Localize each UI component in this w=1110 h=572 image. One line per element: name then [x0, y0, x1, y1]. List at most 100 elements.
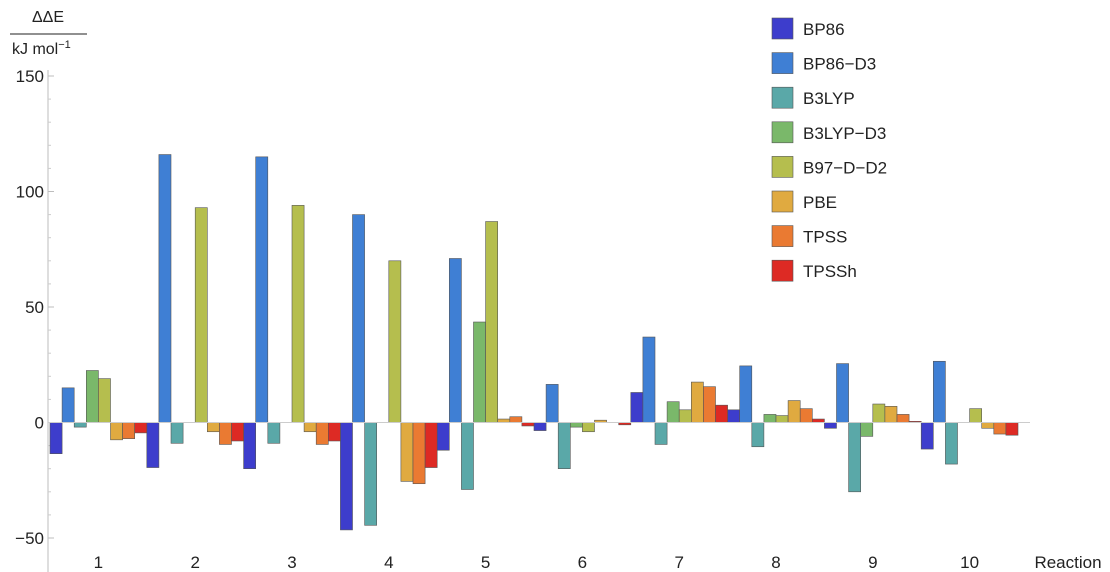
legend-item: BP86−D3	[771, 52, 876, 74]
bar	[836, 363, 849, 423]
bar	[291, 205, 305, 423]
legend: BP86 BP86−D3 B3LYP B3LYP−D3 B97−D−D2 PBE TPSS T…	[771, 17, 887, 282]
y-axis-title-exponent: −1	[58, 39, 71, 51]
bar	[715, 404, 728, 423]
legend-swatch	[771, 17, 794, 40]
bar	[678, 409, 692, 423]
legend-item: PBE	[771, 190, 837, 213]
bar	[473, 321, 486, 423]
legend-swatch	[771, 259, 794, 282]
bar	[739, 365, 753, 423]
legend-item: BP86	[771, 17, 845, 40]
legend-swatch	[771, 121, 794, 144]
bar	[727, 409, 740, 423]
x-axis-title: Reaction	[1034, 553, 1101, 572]
bar	[545, 384, 559, 423]
legend-item: TPSS	[771, 225, 847, 247]
legend-label: TPSSh	[803, 262, 857, 281]
bar	[630, 392, 644, 423]
bar	[775, 415, 789, 423]
bar	[448, 258, 462, 423]
bar	[497, 418, 511, 423]
x-tick-label: 8	[771, 553, 780, 572]
bar	[146, 422, 160, 468]
bar	[509, 416, 523, 423]
bar	[86, 370, 99, 423]
bar	[340, 422, 353, 531]
x-tick-label: 4	[384, 553, 393, 572]
bar	[122, 422, 135, 439]
bar	[315, 422, 329, 445]
legend-swatch	[771, 156, 794, 178]
y-tick-label: 150	[16, 67, 44, 86]
x-tick-label: 6	[578, 553, 587, 572]
bar	[666, 401, 680, 423]
bar	[231, 422, 244, 442]
bar	[654, 422, 668, 445]
bar	[412, 422, 426, 485]
x-tick-label: 2	[190, 553, 199, 572]
x-tick-label: 5	[481, 553, 490, 572]
bar	[811, 418, 825, 423]
bar	[110, 422, 123, 441]
legend-label: B97−D−D2	[803, 158, 887, 177]
legend-label: PBE	[803, 193, 837, 212]
bar	[158, 154, 172, 423]
bar	[872, 403, 886, 423]
bar	[485, 221, 499, 423]
bar	[207, 422, 220, 433]
bar	[400, 422, 414, 482]
y-axis-title: ΔΔE kJ mol−1	[10, 9, 87, 58]
bar	[945, 422, 958, 465]
bar	[533, 422, 547, 431]
bar	[194, 207, 208, 423]
bar	[896, 414, 910, 423]
bar	[799, 408, 813, 423]
bar	[267, 422, 281, 444]
y-tick-group: −50 0 50 100 150	[15, 67, 54, 548]
bar	[303, 422, 317, 433]
legend-swatch	[771, 86, 794, 109]
legend-item: B3LYP−D3	[771, 121, 886, 144]
y-tick-label: 100	[16, 183, 44, 202]
y-axis-title-denominator: kJ mol−1	[12, 39, 71, 58]
bar	[388, 260, 402, 423]
x-tick-label: 10	[960, 553, 979, 572]
legend-label: B3LYP−D3	[803, 124, 886, 143]
bar	[364, 422, 378, 526]
x-tick-label: 9	[868, 553, 877, 572]
bars	[49, 154, 1019, 531]
bar	[243, 422, 257, 470]
bar	[219, 422, 232, 445]
y-tick-label: 50	[25, 298, 44, 317]
bar	[424, 422, 438, 468]
x-tick-label: 1	[94, 553, 103, 572]
bar	[134, 422, 148, 434]
legend-item: TPSSh	[771, 259, 857, 282]
bar	[1005, 422, 1019, 436]
bar	[884, 406, 898, 423]
x-tick-label: 7	[674, 553, 683, 572]
bar	[993, 422, 1007, 435]
bar	[860, 422, 874, 437]
legend-swatch	[771, 225, 794, 247]
bar	[61, 387, 75, 423]
bar	[642, 336, 656, 423]
bar	[703, 386, 716, 423]
bar	[787, 400, 801, 423]
legend-label: BP86	[803, 20, 845, 39]
bar	[327, 422, 341, 442]
legend-swatch	[771, 190, 794, 213]
bar	[461, 422, 474, 490]
legend-label: BP86−D3	[803, 55, 876, 74]
bar	[98, 378, 111, 423]
bar	[824, 422, 837, 429]
bar	[932, 360, 946, 423]
bar	[436, 422, 450, 451]
legend-item: B3LYP	[771, 86, 855, 109]
bar	[521, 422, 535, 427]
y-tick-label: −50	[15, 529, 44, 548]
legend-label: B3LYP	[803, 89, 855, 108]
legend-swatch	[771, 52, 794, 74]
